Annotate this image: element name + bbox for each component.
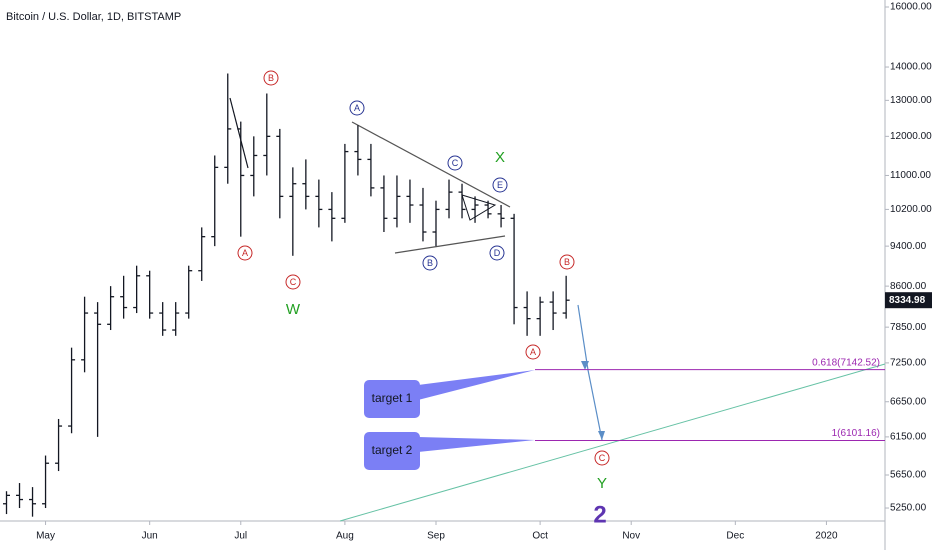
triangle-upper <box>351 121 511 208</box>
wave-label: C <box>290 277 297 287</box>
y-tick-label: 16000.00 <box>890 2 932 13</box>
y-tick-label: 10200.00 <box>890 204 932 215</box>
trend-line <box>339 363 886 522</box>
wave-circle <box>594 450 610 466</box>
wave-label: A <box>354 103 360 113</box>
x-tick-label: May <box>36 531 55 542</box>
callout-pointer <box>418 370 535 400</box>
y-tick-label: 5250.00 <box>890 503 927 514</box>
x-tick-label: Nov <box>622 531 640 542</box>
y-tick-label: 14000.00 <box>890 62 932 73</box>
wave-circle <box>489 245 505 261</box>
wave-label: D <box>494 248 501 258</box>
wave-circle <box>237 245 253 261</box>
wave-circle <box>492 177 508 193</box>
wave-label: B <box>564 257 570 267</box>
wave-label: Y <box>597 475 607 492</box>
target-label: target 1 <box>372 391 413 405</box>
triangle-lower <box>394 235 506 254</box>
x-tick-label: 2020 <box>815 531 838 542</box>
callout-box <box>364 432 420 470</box>
wave-label: A <box>530 347 536 357</box>
x-tick-label: Oct <box>532 531 548 542</box>
callout-box <box>364 380 420 418</box>
wave-line <box>229 97 249 169</box>
wave-label: C <box>452 158 459 168</box>
x-tick-label: Dec <box>726 531 744 542</box>
wave-label: 2 <box>593 501 606 528</box>
y-tick-label: 9400.00 <box>890 241 927 252</box>
y-tick-label: 8600.00 <box>890 281 927 292</box>
wave-circle <box>263 70 279 86</box>
arrow-head <box>581 361 589 370</box>
wave-label: B <box>268 73 274 83</box>
wave-label: B <box>427 258 433 268</box>
y-tick-label: 7250.00 <box>890 358 927 369</box>
wave-circle <box>349 100 365 116</box>
price-tag <box>885 292 932 309</box>
y-tick-label: 13000.00 <box>890 95 932 106</box>
small-triangle <box>461 194 497 221</box>
y-tick-label: 11000.00 <box>890 170 931 181</box>
wave-circle <box>525 344 541 360</box>
y-tick-label: 6150.00 <box>890 432 927 443</box>
y-tick-label: 7850.00 <box>890 322 927 333</box>
arrow-head <box>598 431 605 440</box>
x-tick-label: Aug <box>336 531 354 542</box>
fib-label: 1(6101.16) <box>832 428 880 439</box>
wave-label: C <box>599 453 606 463</box>
chart-title: Bitcoin / U.S. Dollar, 1D, BITSTAMP <box>6 11 181 23</box>
target-label: target 2 <box>372 443 413 457</box>
target-callouts: target 1 target 2 <box>364 370 535 470</box>
x-tick-label: Jul <box>234 531 247 542</box>
wave-circle <box>422 255 438 271</box>
y-tick-label: 12000.00 <box>890 131 932 142</box>
y-tick-label: 5650.00 <box>890 470 927 481</box>
wave-label: A <box>242 248 248 258</box>
wave-circle <box>285 274 301 290</box>
wave-circle <box>447 155 463 171</box>
x-tick-label: Sep <box>427 531 445 542</box>
fib-label: 0.618(7142.52) <box>812 357 880 368</box>
wave-label: X <box>495 149 505 166</box>
callout-pointer <box>418 437 535 452</box>
wave-circle <box>559 254 575 270</box>
x-tick-label: Jun <box>142 531 158 542</box>
price-tag-label: 8334.98 <box>889 295 926 306</box>
y-tick-label: 6650.00 <box>890 396 927 407</box>
wave-label: E <box>497 180 503 190</box>
wave-label: W <box>286 301 301 318</box>
